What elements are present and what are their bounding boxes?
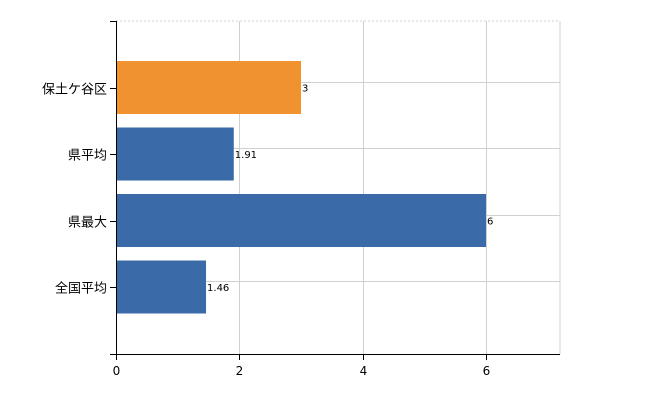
bar-3 <box>116 260 207 314</box>
data-label-1: 1.91 <box>235 150 257 161</box>
category-label-0: 保土ケ谷区 <box>42 83 107 98</box>
x-tick-label-4: 4 <box>360 364 368 378</box>
category-label-3: 全国平均 <box>55 281 107 297</box>
category-label-1: 県平均 <box>68 149 107 164</box>
bar-1 <box>116 127 234 181</box>
x-tick-label-6: 6 <box>483 364 491 378</box>
bar-2 <box>116 194 486 247</box>
axes <box>110 21 560 360</box>
data-label-3: 1.46 <box>207 283 229 294</box>
data-label-0: 3 <box>302 84 308 95</box>
category-label-2: 県最大 <box>68 216 107 231</box>
bars <box>116 61 486 314</box>
x-tick-label-0: 0 <box>113 364 121 378</box>
bar-0 <box>116 61 301 114</box>
x-tick-label-2: 2 <box>236 364 244 378</box>
data-label-2: 6 <box>487 217 493 228</box>
